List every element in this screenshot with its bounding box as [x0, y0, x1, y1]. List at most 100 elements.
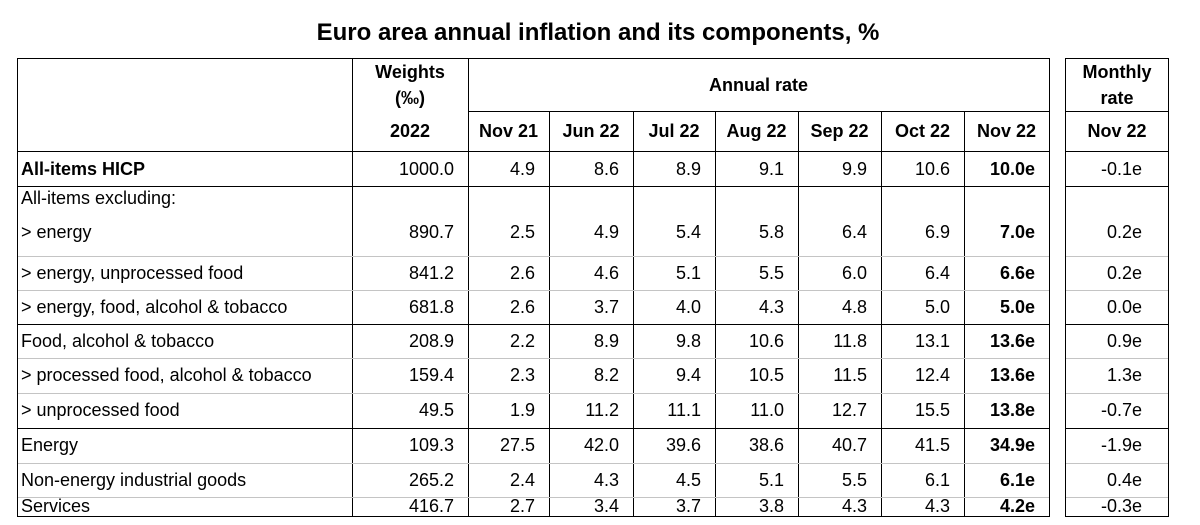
rate-cell: 27.5: [499, 434, 535, 455]
rate-cell: 3.4: [593, 495, 619, 516]
row-rule: [18, 256, 1049, 257]
rate-cell: 6.0: [841, 262, 867, 283]
monthly-rate-cell: 0.0e: [1106, 296, 1142, 317]
period-header: Jul 22: [648, 121, 700, 141]
rate-cell: 13.8e: [989, 399, 1035, 420]
rate-cell: 11.8: [833, 330, 867, 351]
weight-cell: 109.3: [408, 434, 454, 455]
period-header: Nov 22: [976, 121, 1037, 141]
row-label: > energy: [21, 221, 92, 242]
header-rule: [1066, 151, 1168, 152]
weight-cell: 208.9: [408, 330, 454, 351]
rate-cell: 2.4: [509, 469, 535, 490]
annual-rate-header: Annual rate: [708, 75, 809, 95]
monthly-header-line1: Monthly: [1082, 62, 1152, 82]
row-label: Energy: [21, 434, 79, 455]
row-label: > energy, food, alcohol & tobacco: [21, 296, 288, 317]
rate-cell: 4.3: [841, 495, 867, 516]
monthly-period-header: Nov 22: [1087, 121, 1147, 141]
weight-cell: 49.5: [418, 399, 454, 420]
monthly-rate-cell: 0.2e: [1106, 262, 1142, 283]
row-rule: [1066, 290, 1168, 291]
column-divider: [352, 59, 353, 516]
rate-cell: 6.4: [841, 221, 867, 242]
rate-cell: 2.5: [509, 221, 535, 242]
monthly-rate-cell: -0.7e: [1100, 399, 1142, 420]
weights-year-header: 2022: [389, 121, 431, 141]
rate-cell: 5.0e: [999, 296, 1035, 317]
rate-cell: 11.1: [667, 399, 701, 420]
rate-cell: 10.5: [748, 364, 784, 385]
rate-cell: 4.6: [593, 262, 619, 283]
rate-cell: 4.5: [675, 469, 701, 490]
row-label: Food, alcohol & tobacco: [21, 330, 215, 351]
column-divider: [633, 111, 634, 516]
weight-cell: 890.7: [408, 221, 454, 242]
period-header: Oct 22: [894, 121, 951, 141]
rate-cell: 5.5: [758, 262, 784, 283]
row-rule: [1066, 324, 1168, 325]
row-label: Non-energy industrial goods: [21, 469, 247, 490]
rate-cell: 13.1: [914, 330, 950, 351]
row-rule: [18, 393, 1049, 394]
rate-cell: 2.6: [509, 296, 535, 317]
rate-cell: 4.3: [593, 469, 619, 490]
rate-cell: 13.6e: [989, 364, 1035, 385]
weight-cell: 159.4: [408, 364, 454, 385]
column-divider: [964, 111, 965, 516]
monthly-rate-table: -0.1e 0.2e 0.2e 0.0e 0.9e 1.3e -0.7e -1.9e 0.4e -…: [1065, 58, 1169, 517]
rate-cell: 5.1: [675, 262, 701, 283]
inflation-table: Weights (‰) Annual rate 2022 Nov 21 Jun 22 Jul…: [17, 58, 1050, 517]
row-label: > energy, unprocessed food: [21, 262, 244, 283]
monthly-rate-header: Monthly rate: [1066, 59, 1168, 111]
monthly-header-line2: rate: [1100, 88, 1134, 108]
rate-cell: 1.9: [509, 399, 535, 420]
weight-cell: 416.7: [408, 495, 454, 516]
weight-cell: 841.2: [408, 262, 454, 283]
rate-cell: 13.6e: [989, 330, 1035, 351]
rate-cell: 42.0: [583, 434, 619, 455]
column-divider: [468, 59, 469, 516]
rate-cell: 10.6: [914, 158, 950, 179]
rate-cell: 8.9: [675, 158, 701, 179]
rate-cell: 5.4: [675, 221, 701, 242]
header-rule: [468, 111, 1049, 112]
row-rule: [1066, 428, 1168, 429]
weight-cell: 265.2: [408, 469, 454, 490]
row-rule: [1066, 186, 1168, 187]
rate-cell: 2.2: [509, 330, 535, 351]
row-rule: [18, 497, 1049, 498]
monthly-rate-cell: -1.9e: [1100, 434, 1142, 455]
rate-cell: 39.6: [665, 434, 701, 455]
rate-cell: 9.9: [841, 158, 867, 179]
weights-header-line1: Weights: [375, 62, 445, 82]
monthly-rate-cell: -0.1e: [1100, 158, 1142, 179]
row-rule: [18, 324, 1049, 325]
header-rule: [1066, 111, 1168, 112]
rate-cell: 11.0: [750, 399, 784, 420]
period-header: Jun 22: [562, 121, 620, 141]
weight-cell: 681.8: [408, 296, 454, 317]
rate-cell: 15.5: [914, 399, 950, 420]
rate-cell: 8.9: [593, 330, 619, 351]
row-label: All-items excluding:: [21, 187, 177, 208]
rate-cell: 4.2e: [999, 495, 1035, 516]
rate-cell: 4.3: [758, 296, 784, 317]
rate-cell: 9.4: [675, 364, 701, 385]
monthly-rate-cell: 0.4e: [1106, 469, 1142, 490]
rate-cell: 12.4: [914, 364, 950, 385]
row-label: > processed food, alcohol & tobacco: [21, 364, 312, 385]
monthly-rate-cell: 0.2e: [1106, 221, 1142, 242]
rate-cell: 6.4: [924, 262, 950, 283]
rate-cell: 5.8: [758, 221, 784, 242]
rate-cell: 41.5: [914, 434, 950, 455]
rate-cell: 11.2: [585, 399, 619, 420]
row-label: All-items HICP: [21, 158, 146, 179]
row-rule: [1066, 497, 1168, 498]
rate-cell: 6.1: [924, 469, 950, 490]
period-header: Nov 21: [478, 121, 539, 141]
weights-header: Weights (‰): [352, 59, 468, 111]
rate-cell: 5.1: [758, 469, 784, 490]
rate-cell: 3.7: [593, 296, 619, 317]
period-header: Aug 22: [726, 121, 787, 141]
